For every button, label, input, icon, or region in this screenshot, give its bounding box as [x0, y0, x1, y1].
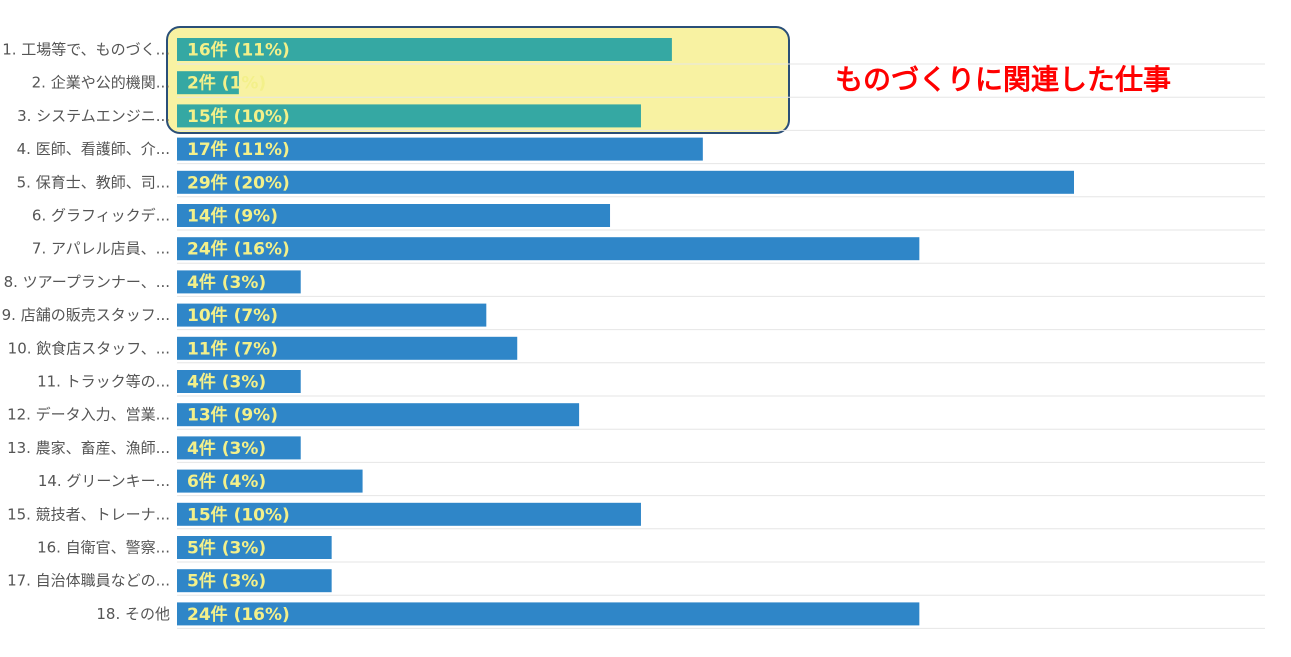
- bar-data-label: 4件 (3%): [187, 372, 266, 393]
- bar: [177, 38, 672, 61]
- category-label: 13. 農家、畜産、漁師...: [7, 439, 170, 457]
- bar-data-label: 10件 (7%): [187, 305, 278, 326]
- bar: [177, 403, 580, 427]
- bar-data-label: 4件 (3%): [187, 272, 266, 293]
- bar: [177, 436, 301, 460]
- category-label: 6. グラフィックデ...: [32, 207, 170, 225]
- bar: [177, 104, 641, 128]
- category-label: 2. 企業や公的機関...: [32, 74, 170, 92]
- category-label: 5. 保育士、教師、司...: [17, 173, 170, 191]
- bar-data-label: 29件 (20%): [187, 172, 290, 193]
- bar-data-label: 5件 (3%): [187, 571, 266, 592]
- bar: [177, 569, 332, 593]
- bar-data-label: 24件 (16%): [187, 239, 290, 260]
- category-label: 11. トラック等の...: [37, 373, 170, 391]
- bar-data-label: 24件 (16%): [187, 604, 290, 625]
- bar: [177, 237, 920, 261]
- annotation-text: ものづくりに関連した仕事: [835, 63, 1172, 96]
- bar: [177, 137, 703, 161]
- category-label: 17. 自治体職員などの...: [7, 572, 170, 590]
- category-label: 1. 工場等で、ものづく...: [2, 41, 170, 59]
- bar: [177, 370, 301, 393]
- bar-data-label: 15件 (10%): [187, 504, 290, 525]
- category-label: 10. 飲食店スタッフ、...: [8, 339, 170, 357]
- bar-data-label: 15件 (10%): [187, 106, 290, 127]
- bar-data-label: 14件 (9%): [187, 206, 278, 227]
- bar: [177, 270, 301, 294]
- bar-data-label: 13件 (9%): [187, 405, 278, 426]
- bar: [177, 71, 239, 95]
- bar: [177, 602, 920, 626]
- category-label: 15. 競技者、トレーナ...: [7, 505, 170, 523]
- bar: [177, 336, 518, 360]
- bar-data-label: 17件 (11%): [187, 139, 290, 160]
- category-label: 12. データ入力、営業...: [7, 406, 170, 424]
- bar: [177, 536, 332, 559]
- category-label: 8. ツアープランナー、...: [4, 273, 170, 291]
- category-label: 16. 自衛官、警察...: [37, 539, 170, 557]
- category-label: 3. システムエンジニ...: [17, 107, 170, 125]
- category-label: 9. 店舗の販売スタッフ...: [2, 306, 170, 324]
- category-label: 14. グリーンキー...: [38, 472, 170, 490]
- bar-data-label: 4件 (3%): [187, 438, 266, 459]
- bar-data-label: 6件 (4%): [187, 471, 266, 492]
- bar: [177, 303, 487, 327]
- bar-data-label: 16件 (11%): [187, 40, 290, 61]
- category-label: 7. アパレル店員、...: [32, 240, 170, 258]
- bar: [177, 502, 641, 526]
- category-label: 18. その他: [96, 605, 170, 623]
- bar: [177, 170, 1074, 194]
- bar-data-label: 2件 (1%): [187, 73, 266, 94]
- bar: [177, 204, 611, 227]
- bar-data-label: 11件 (7%): [187, 338, 278, 359]
- bar: [177, 469, 363, 493]
- category-label: 4. 医師、看護師、介...: [17, 140, 170, 158]
- bar-data-label: 5件 (3%): [187, 538, 266, 559]
